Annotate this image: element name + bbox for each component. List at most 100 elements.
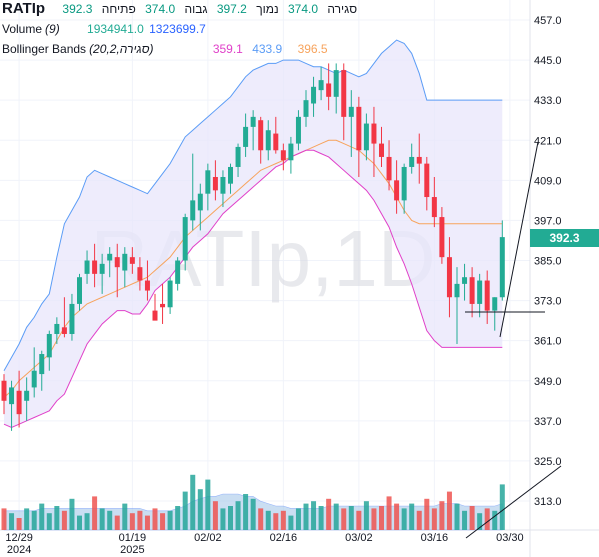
volume-bar <box>462 510 468 530</box>
volume-bar <box>24 508 30 530</box>
bb-upper-value: 433.9 <box>252 42 283 56</box>
candle-body <box>401 166 407 201</box>
candle-body <box>326 83 332 97</box>
basis-line <box>3 139 503 398</box>
volume-bar <box>348 506 354 530</box>
volume-bar <box>288 515 294 530</box>
volume-bar <box>46 513 52 530</box>
volume-bar <box>69 498 75 530</box>
price-axis[interactable]: 457.0 445.0 433.0 421.0 409.0 397.0 385.0 373.0… <box>534 15 562 508</box>
low-label: נמוך <box>256 2 279 16</box>
candle-body <box>416 156 422 164</box>
y-tick-label: 337.0 <box>534 416 562 428</box>
volume-bar <box>386 496 392 530</box>
volume-bar <box>424 498 430 530</box>
x-tick-label: 03/16 <box>421 532 449 544</box>
candle-body <box>477 280 483 304</box>
bb-params: (20,2,סגירה) <box>89 42 154 56</box>
volume-bar <box>303 503 309 530</box>
volume-bar <box>265 510 271 530</box>
symbol-name[interactable]: RATIp <box>2 0 46 17</box>
bb-basis-value: 396.5 <box>297 42 328 56</box>
candle-body <box>205 170 211 194</box>
candle-body <box>431 197 437 218</box>
candle-body <box>107 253 113 261</box>
volume-ma-value: 1323699.7 <box>149 22 206 36</box>
volume-bar <box>273 513 279 530</box>
volume-value: 1934941.0 <box>87 22 144 36</box>
y-tick-label: 409.0 <box>534 175 562 187</box>
volume-label[interactable]: Volume <box>2 22 43 36</box>
volume-bar <box>175 506 181 530</box>
volume-bar <box>235 501 241 530</box>
volume-bar <box>341 508 347 530</box>
y-tick-label: 349.0 <box>534 376 562 388</box>
volume-bar <box>363 501 369 530</box>
candle-body <box>424 163 430 198</box>
x-tick-label: 02/02 <box>194 532 222 544</box>
volume-bar <box>243 494 249 530</box>
x-tick-label: 03/30 <box>496 532 524 544</box>
close-label: סגירה <box>327 2 358 16</box>
volume-bars <box>1 474 505 531</box>
candle-body <box>24 390 30 401</box>
bb-lower-value: 359.1 <box>212 42 243 56</box>
x-tick-label: 02/16 <box>270 532 298 544</box>
bollinger-band <box>3 39 503 429</box>
candle-body <box>61 327 67 334</box>
candle-body <box>114 257 120 268</box>
x-tick-year: 2025 <box>120 544 144 556</box>
candle-body <box>386 156 392 181</box>
candle-body <box>9 387 15 405</box>
volume-bar <box>409 503 415 530</box>
high-label: גבוה <box>184 2 208 16</box>
candle-body <box>446 257 452 298</box>
candle-body <box>484 280 490 311</box>
volume-bar <box>401 508 407 530</box>
volume-bar <box>228 506 233 530</box>
candles <box>1 63 505 431</box>
volume-bar <box>182 491 188 530</box>
candle-body <box>144 280 150 291</box>
volume-bar <box>39 503 45 530</box>
volume-bar <box>197 489 203 530</box>
volume-bar <box>499 484 505 530</box>
volume-bar <box>371 508 377 530</box>
volume-bar <box>77 515 82 530</box>
volume-bar <box>295 508 301 530</box>
volume-bar <box>431 508 437 530</box>
volume-bar <box>99 508 105 530</box>
y-tick-label: 373.0 <box>534 296 562 308</box>
open-value: 374.0 <box>145 2 176 16</box>
candle-body <box>152 310 158 321</box>
volume-bar <box>54 506 60 530</box>
candle-body <box>273 133 279 151</box>
candle-body <box>469 277 475 304</box>
candle-body <box>243 126 249 147</box>
volume-bar <box>484 508 490 530</box>
candle-body <box>288 143 294 161</box>
candle-body <box>348 106 354 117</box>
volume-bar <box>107 510 113 530</box>
volume-bar <box>311 501 317 530</box>
candle-body <box>409 156 415 167</box>
candle-body <box>197 193 203 211</box>
volume-bar <box>220 508 226 530</box>
trendline-lower[interactable] <box>465 465 562 539</box>
upper-band-line <box>3 39 503 371</box>
trend-drawings[interactable] <box>465 141 562 539</box>
volume-bar <box>318 506 324 530</box>
y-tick-label: 325.0 <box>534 456 562 468</box>
candle-body <box>212 176 218 191</box>
volume-bar <box>152 508 158 530</box>
candle-body <box>175 260 181 284</box>
volume-bar <box>446 491 452 530</box>
trendline-upper[interactable] <box>499 141 539 338</box>
bb-label[interactable]: Bollinger Bands <box>2 42 87 56</box>
candle-body <box>99 263 105 274</box>
x-tick-label: 03/02 <box>345 532 373 544</box>
y-tick-label: 385.0 <box>534 256 562 268</box>
volume-bar <box>205 479 211 530</box>
